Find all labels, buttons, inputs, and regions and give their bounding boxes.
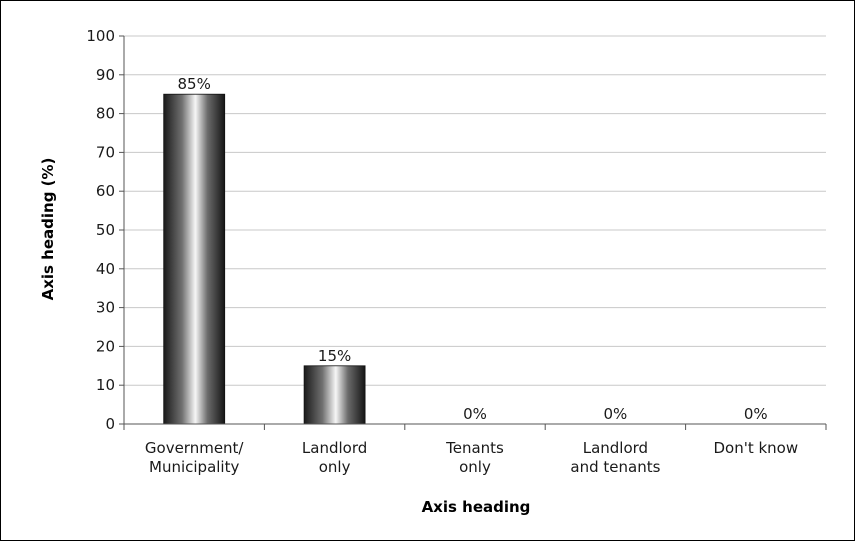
y-tick-label: 60 bbox=[96, 182, 115, 200]
x-category-label: Tenants only bbox=[445, 439, 504, 476]
data-label: 15% bbox=[318, 347, 351, 365]
y-tick-label: 0 bbox=[105, 415, 115, 433]
y-tick-label: 50 bbox=[96, 221, 115, 239]
x-category-label: Government/Municipality bbox=[145, 439, 245, 476]
bars bbox=[163, 93, 366, 425]
bar bbox=[163, 93, 226, 425]
data-label: 0% bbox=[463, 405, 487, 423]
y-tick-label: 40 bbox=[96, 260, 115, 278]
data-label: 0% bbox=[744, 405, 768, 423]
y-tick-label: 10 bbox=[96, 376, 115, 394]
x-axis-title: Axis heading bbox=[422, 498, 531, 516]
y-tick-label: 30 bbox=[96, 299, 115, 317]
y-axis-title: Axis heading (%) bbox=[39, 158, 57, 301]
labels: 0 10 20 30 40 50 60 70 80 90 100 85% Government/Muni… bbox=[86, 27, 798, 476]
bar bbox=[303, 365, 366, 425]
y-tick-label: 20 bbox=[96, 337, 115, 355]
gridlines bbox=[124, 35, 826, 386]
data-label: 85% bbox=[178, 75, 211, 93]
data-label: 0% bbox=[604, 405, 628, 423]
y-tick-label: 100 bbox=[86, 27, 115, 45]
y-tick-label: 80 bbox=[96, 105, 115, 123]
axes bbox=[119, 35, 827, 430]
x-category-label: Landlord only bbox=[302, 439, 367, 476]
y-tick-label: 90 bbox=[96, 66, 115, 84]
y-tick-label: 70 bbox=[96, 143, 115, 161]
x-category-label: Landlord and tenants bbox=[570, 439, 660, 476]
x-category-label: Don't know bbox=[713, 439, 798, 457]
